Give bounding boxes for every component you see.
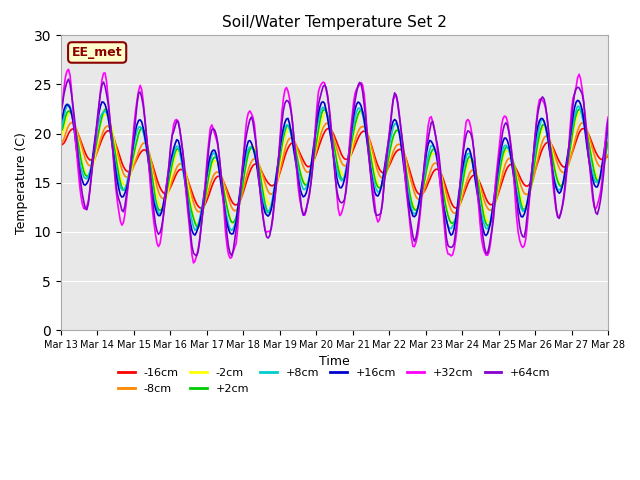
+16cm (604, 125, 612, 131)
+8cm (228, 228, 236, 233)
+8cm (300, 186, 307, 192)
+2cm (241, 166, 249, 171)
+16cm (239, 171, 246, 177)
-2cm (296, 168, 304, 173)
+64cm (251, 130, 259, 135)
-16cm (325, 126, 333, 132)
-2cm (575, 109, 583, 115)
-16cm (604, 154, 612, 160)
Line: +2cm: +2cm (61, 109, 608, 228)
Line: +8cm: +8cm (61, 105, 608, 230)
+32cm (300, 211, 307, 216)
-16cm (57, 142, 65, 148)
-16cm (124, 169, 132, 175)
+8cm (125, 168, 133, 173)
Line: +16cm: +16cm (61, 100, 608, 236)
+2cm (101, 107, 109, 112)
-8cm (240, 185, 248, 191)
-8cm (68, 120, 76, 125)
+64cm (57, 108, 65, 114)
+8cm (577, 108, 584, 113)
-2cm (577, 108, 584, 114)
-16cm (249, 163, 257, 168)
-16cm (298, 154, 305, 160)
+2cm (194, 225, 202, 230)
+32cm (65, 66, 72, 72)
-8cm (298, 159, 305, 165)
-16cm (577, 127, 584, 133)
+8cm (604, 131, 612, 137)
Text: EE_met: EE_met (72, 46, 122, 59)
X-axis label: Time: Time (319, 355, 350, 369)
+16cm (573, 97, 581, 103)
-16cm (221, 183, 229, 189)
-16cm (240, 188, 248, 193)
Y-axis label: Temperature (C): Temperature (C) (15, 132, 28, 234)
Title: Soil/Water Temperature Set 2: Soil/Water Temperature Set 2 (222, 15, 447, 30)
+8cm (65, 102, 72, 108)
-2cm (604, 139, 612, 144)
+64cm (241, 139, 249, 144)
+32cm (241, 130, 249, 136)
+2cm (57, 128, 65, 134)
+16cm (577, 101, 584, 107)
-8cm (221, 185, 229, 191)
-2cm (57, 133, 65, 139)
+32cm (251, 122, 259, 128)
+64cm (125, 172, 133, 178)
+8cm (251, 150, 259, 156)
+2cm (125, 173, 133, 179)
Line: -2cm: -2cm (61, 111, 608, 225)
+32cm (125, 171, 133, 177)
Line: -16cm: -16cm (61, 129, 608, 208)
+16cm (220, 203, 228, 208)
Line: -8cm: -8cm (61, 122, 608, 213)
+64cm (65, 76, 72, 82)
+2cm (577, 107, 584, 112)
+64cm (577, 88, 584, 94)
+2cm (223, 204, 231, 210)
-2cm (220, 185, 228, 191)
+32cm (189, 260, 197, 266)
+8cm (57, 127, 65, 133)
-8cm (451, 210, 458, 216)
+32cm (223, 243, 231, 249)
-8cm (125, 172, 133, 178)
+8cm (221, 207, 229, 213)
+64cm (223, 232, 231, 238)
+16cm (57, 120, 65, 125)
+16cm (124, 179, 132, 185)
+32cm (57, 111, 65, 117)
+64cm (300, 213, 307, 218)
-2cm (124, 180, 132, 185)
+8cm (241, 156, 249, 162)
+16cm (248, 140, 255, 146)
-16cm (197, 205, 205, 211)
+2cm (251, 147, 259, 153)
-2cm (248, 144, 255, 150)
Line: +64cm: +64cm (61, 79, 608, 256)
+2cm (300, 179, 307, 185)
-8cm (249, 156, 257, 162)
+16cm (296, 186, 304, 192)
-2cm (239, 184, 246, 190)
-8cm (577, 121, 584, 127)
+16cm (483, 233, 490, 239)
+64cm (193, 253, 200, 259)
-2cm (449, 222, 456, 228)
Legend: -16cm, -8cm, -2cm, +2cm, +8cm, +16cm, +32cm, +64cm: -16cm, -8cm, -2cm, +2cm, +8cm, +16cm, +3… (114, 364, 555, 398)
+32cm (577, 76, 584, 82)
+2cm (604, 139, 612, 145)
Line: +32cm: +32cm (61, 69, 608, 263)
+32cm (604, 114, 612, 120)
-8cm (604, 152, 612, 157)
-8cm (57, 140, 65, 145)
+64cm (604, 117, 612, 123)
